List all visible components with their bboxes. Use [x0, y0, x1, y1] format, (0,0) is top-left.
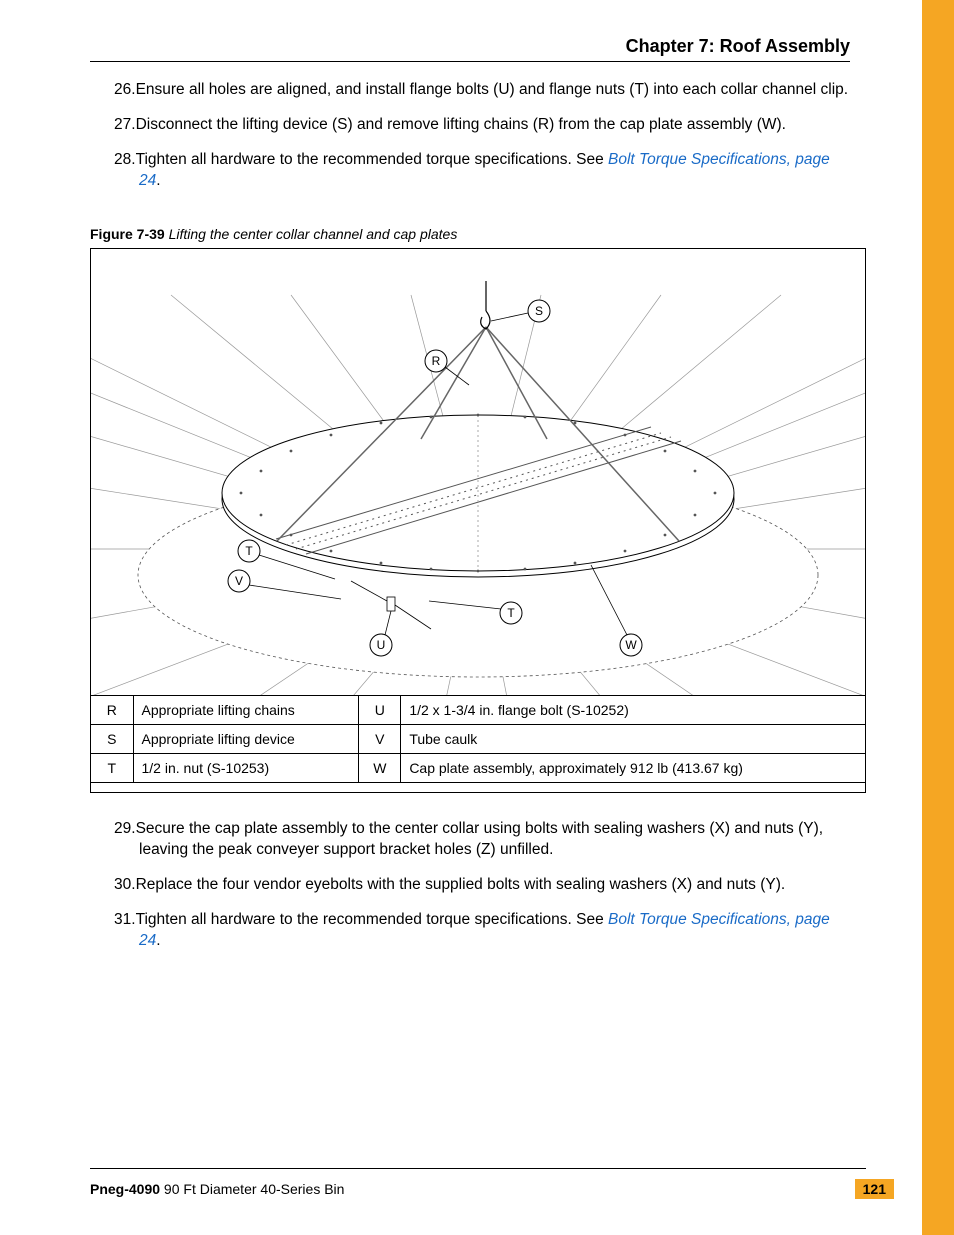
callout-t1: T: [245, 544, 253, 558]
step-num: 29.: [114, 820, 136, 837]
step-num: 27.: [114, 116, 136, 133]
legend-val: Appropriate lifting chains: [133, 695, 359, 724]
callout-v: V: [235, 574, 243, 588]
legend-key: U: [359, 695, 401, 724]
step-31: 31.Tighten all hardware to the recommend…: [114, 910, 850, 952]
legend-key: V: [359, 724, 401, 753]
step-30: 30.Replace the four vendor eyebolts with…: [114, 875, 850, 896]
figure-legend-table: R Appropriate lifting chains U 1/2 x 1-3…: [91, 695, 865, 793]
steps-top: 26.Ensure all holes are aligned, and ins…: [114, 80, 850, 192]
step-27: 27.Disconnect the lifting device (S) and…: [114, 115, 850, 136]
legend-val: Tube caulk: [401, 724, 865, 753]
step-28: 28.Tighten all hardware to the recommend…: [114, 150, 850, 192]
figure-caption-text: Lifting the center collar channel and ca…: [169, 226, 458, 242]
step-text-end: .: [156, 932, 160, 949]
page-number: 121: [855, 1179, 894, 1199]
step-text: Disconnect the lifting device (S) and re…: [136, 116, 786, 133]
footer-doc-code: Pneg-4090: [90, 1181, 160, 1197]
step-num: 31.: [114, 911, 136, 928]
legend-val: Appropriate lifting device: [133, 724, 359, 753]
legend-key: W: [359, 753, 401, 782]
callout-t2: T: [507, 606, 515, 620]
callout-s: S: [535, 304, 543, 318]
figure-7-39: Figure 7-39 Lifting the center collar ch…: [90, 226, 850, 794]
callout-w: W: [625, 638, 637, 652]
page-footer: Pneg-4090 90 Ft Diameter 40-Series Bin 1…: [90, 1168, 894, 1199]
footer-doc-info: Pneg-4090 90 Ft Diameter 40-Series Bin: [90, 1181, 344, 1197]
step-num: 30.: [114, 876, 136, 893]
legend-val: 1/2 in. nut (S-10253): [133, 753, 359, 782]
figure-diagram: S R T V U: [91, 249, 865, 695]
step-text: Secure the cap plate assembly to the cen…: [136, 820, 824, 858]
legend-key: S: [91, 724, 133, 753]
figure-frame: S R T V U: [90, 248, 866, 794]
callout-u: U: [377, 638, 386, 652]
steps-bottom: 29.Secure the cap plate assembly to the …: [114, 819, 850, 952]
step-26: 26.Ensure all holes are aligned, and ins…: [114, 80, 850, 101]
page-content: Chapter 7: Roof Assembly 26.Ensure all h…: [0, 0, 910, 952]
right-accent-bar: [922, 0, 954, 1235]
step-text: Ensure all holes are aligned, and instal…: [136, 81, 849, 98]
figure-label: Figure 7-39: [90, 226, 165, 242]
header-rule: [90, 61, 850, 62]
callout-r: R: [432, 354, 441, 368]
legend-key: T: [91, 753, 133, 782]
step-text: Tighten all hardware to the recommended …: [136, 911, 608, 928]
step-text: Tighten all hardware to the recommended …: [136, 151, 608, 168]
footer-doc-title: 90 Ft Diameter 40-Series Bin: [160, 1181, 344, 1197]
step-text-end: .: [156, 172, 160, 189]
step-num: 26.: [114, 81, 136, 98]
step-29: 29.Secure the cap plate assembly to the …: [114, 819, 850, 861]
legend-val: Cap plate assembly, approximately 912 lb…: [401, 753, 865, 782]
chapter-title: Chapter 7: Roof Assembly: [90, 36, 850, 57]
legend-key: R: [91, 695, 133, 724]
step-text: Replace the four vendor eyebolts with th…: [136, 876, 786, 893]
legend-val: 1/2 x 1-3/4 in. flange bolt (S-10252): [401, 695, 865, 724]
figure-caption: Figure 7-39 Lifting the center collar ch…: [90, 226, 850, 242]
step-num: 28.: [114, 151, 136, 168]
footer-rule: [90, 1168, 866, 1169]
